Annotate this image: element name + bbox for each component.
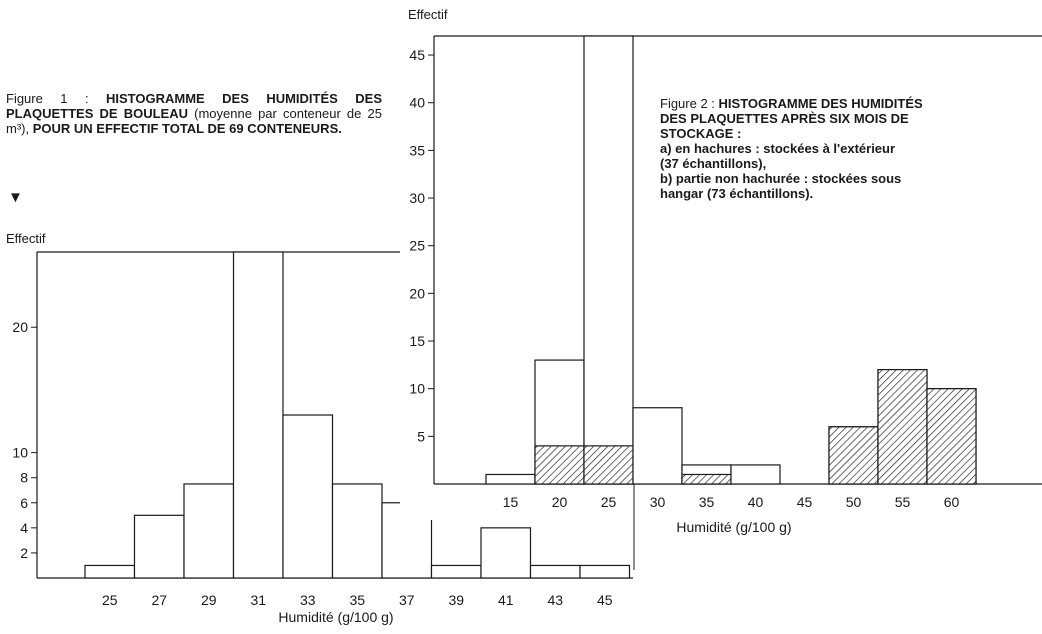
fig2-y-tick-label: 25	[409, 238, 425, 254]
fig2-x-tick-label: 30	[650, 494, 666, 510]
figure-1-caption-prefix: Figure 1 :	[6, 91, 106, 106]
fig2-y-tick-label: 15	[409, 333, 425, 349]
figure-2-caption-line-3: STOCKAGE :	[660, 126, 1040, 141]
fig2-bar-hatched	[584, 446, 633, 484]
figure-1-caption: Figure 1 : HISTOGRAMME DES HUMIDITÉS DES…	[6, 91, 382, 136]
fig2-x-tick-label: 25	[601, 494, 617, 510]
figure-2-caption: Figure 2 : HISTOGRAMME DES HUMIDITÉS DES…	[660, 96, 1040, 201]
figure-2-caption-line-7: hangar (73 échantillons).	[660, 186, 1040, 201]
fig2-background-lower	[633, 520, 1042, 634]
fig2-x-tick-label: 50	[846, 494, 862, 510]
fig2-bar-hatched	[829, 427, 878, 484]
fig2-bar-total	[731, 465, 780, 484]
fig2-x-tick-label: 40	[748, 494, 764, 510]
fig2-x-tick-label: 35	[699, 494, 715, 510]
fig2-x-tick-label: 55	[895, 494, 911, 510]
fig2-bar-hatched	[535, 446, 584, 484]
fig2-y-tick-label: 30	[409, 190, 425, 206]
fig2-bar-total	[486, 474, 535, 484]
figure-2-caption-prefix: Figure 2 :	[660, 96, 719, 111]
figure-2-caption-line-1-bold: HISTOGRAMME DES HUMIDITÉS	[719, 96, 923, 111]
figure-1-caption-bold-2: POUR UN EFFECTIF TOTAL DE 69 CONTENEURS.	[33, 121, 342, 136]
fig2-y-tick-label: 45	[409, 47, 425, 63]
fig2-bar-total	[584, 36, 633, 484]
fig2-y-tick-label: 40	[409, 95, 425, 111]
figure-2-caption-line-4: a) en hachures : stockées à l'extérieur	[660, 141, 1040, 156]
fig2-bar-hatched	[682, 474, 731, 484]
figure-2-caption-line-2: DES PLAQUETTES APRÈS SIX MOIS DE	[660, 111, 1040, 126]
fig2-bar-hatched	[927, 389, 976, 484]
fig2-x-axis-label: Humidité (g/100 g)	[676, 519, 791, 535]
fig2-y-tick-label: 5	[417, 428, 425, 444]
fig2-x-tick-label: 45	[797, 494, 813, 510]
fig2-x-tick-label: 60	[944, 494, 960, 510]
fig2-bar-total	[633, 408, 682, 484]
fig2-y-axis-label: Effectif	[408, 7, 448, 22]
fig2-y-tick-label: 35	[409, 142, 425, 158]
figure-2-caption-line-5: (37 échantillons),	[660, 156, 1040, 171]
figure-2-caption-line-1: Figure 2 : HISTOGRAMME DES HUMIDITÉS	[660, 96, 1040, 111]
fig2-y-tick-label: 20	[409, 285, 425, 301]
fig2-x-tick-label: 20	[552, 494, 568, 510]
fig2-bar-hatched	[878, 370, 927, 484]
down-arrow-icon: ▼	[8, 190, 23, 205]
fig2-y-tick-label: 10	[409, 381, 425, 397]
figure-2-caption-line-6: b) partie non hachurée : stockées sous	[660, 171, 1040, 186]
fig2-x-tick-label: 15	[503, 494, 519, 510]
